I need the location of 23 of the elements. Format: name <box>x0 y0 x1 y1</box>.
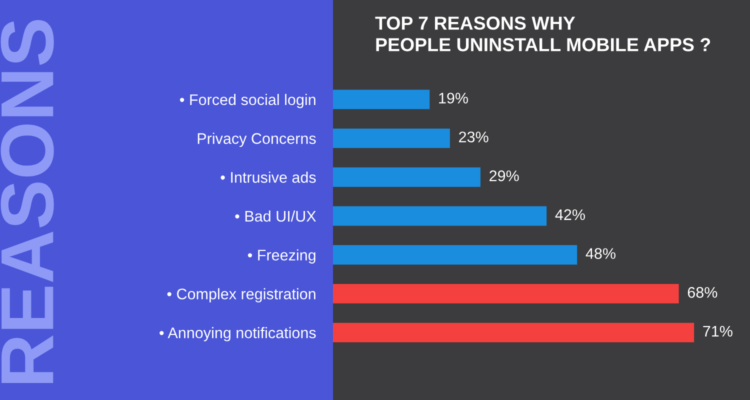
y-tick-label: • Forced social login <box>180 94 316 108</box>
y-tick-label: • Annoying notifications <box>160 327 316 342</box>
data-label: 23% <box>459 132 488 142</box>
y-tick-label: • Freezing <box>248 249 316 264</box>
y-tick-label: Privacy Concerns <box>198 132 316 147</box>
y-tick-label: • Intrusive ads <box>220 172 316 183</box>
text: REASONS <box>0 20 54 383</box>
data-label: 48% <box>586 248 616 259</box>
data-label: 68% <box>688 286 718 298</box>
data-label: 42% <box>555 209 585 220</box>
bar <box>333 284 679 304</box>
y-tick-label: • Complex registration <box>167 288 316 302</box>
bar <box>333 245 578 265</box>
y-tick-label: • Bad UI/UX <box>235 210 316 222</box>
data-label: 19% <box>439 92 468 104</box>
bar <box>333 206 547 226</box>
bar <box>333 167 480 187</box>
data-label: 71% <box>703 326 732 337</box>
bar <box>333 90 430 110</box>
bar <box>333 128 450 148</box>
data-label: 29% <box>490 170 519 182</box>
bar <box>333 322 694 342</box>
chart-title: TOP 7 REASONS WHY PEOPLE UNINSTALL MOBILE APPS ? <box>375 16 710 52</box>
